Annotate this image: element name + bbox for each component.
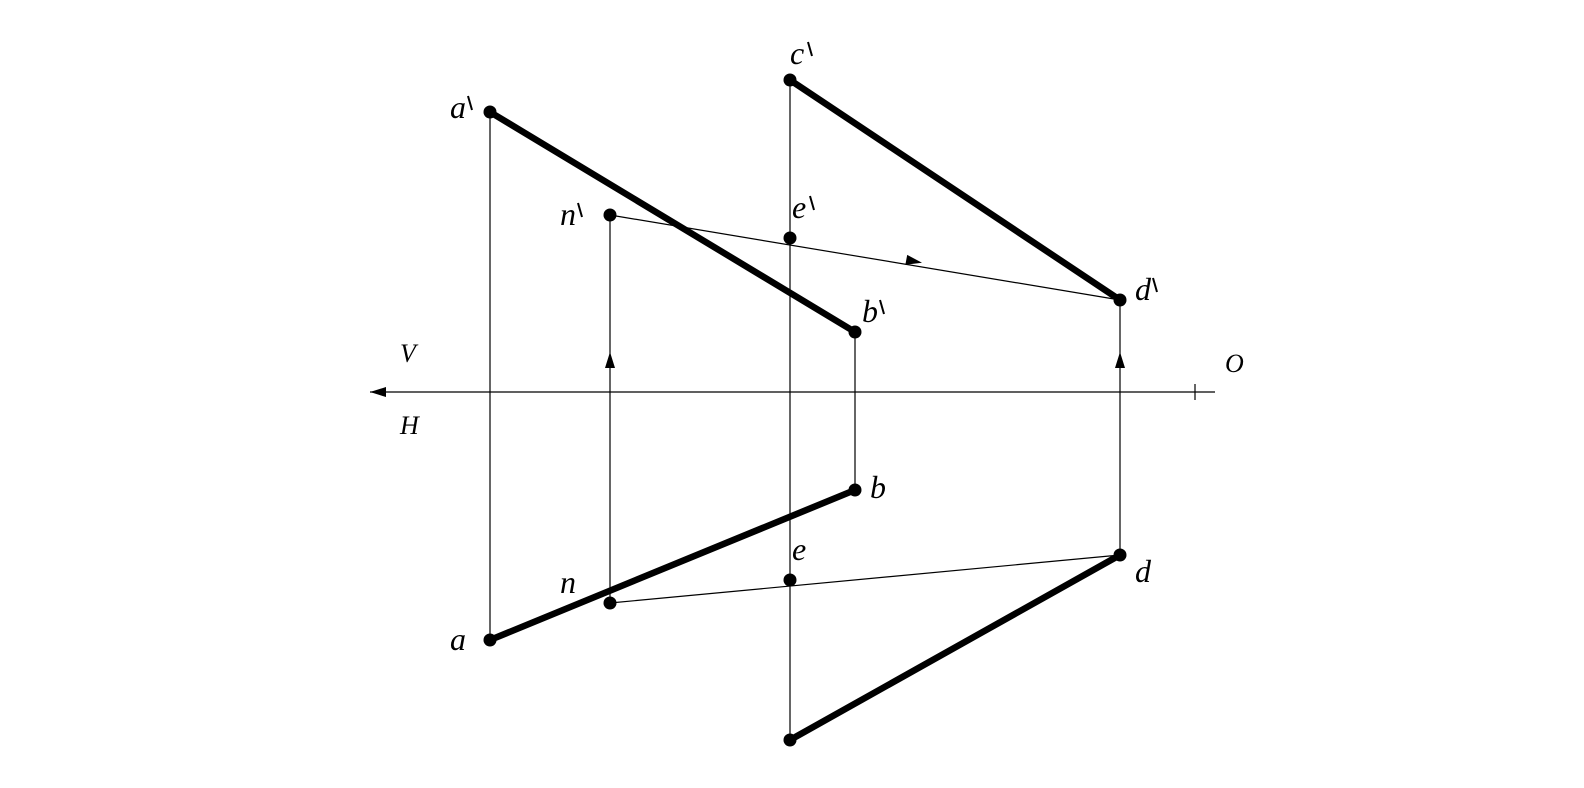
label-a: a (450, 621, 466, 657)
point-b (849, 484, 862, 497)
label-n: n (560, 564, 576, 600)
point-b-prime (849, 326, 862, 339)
label-a-prime: a (450, 89, 466, 125)
point-n-prime (604, 209, 617, 222)
bg (0, 0, 1584, 788)
point-a-prime (484, 106, 497, 119)
label-n-prime: n (560, 196, 576, 232)
point-e (784, 574, 797, 587)
label-b-prime: b (862, 293, 878, 329)
label-b: b (870, 469, 886, 505)
label-e: e (792, 531, 806, 567)
point-e-prime (784, 232, 797, 245)
label-e-prime: e (792, 189, 806, 225)
axis-label-O: O (1225, 349, 1244, 378)
label-c-prime: c (790, 35, 804, 71)
point-d-prime (1114, 294, 1127, 307)
axis-label-H: H (399, 411, 420, 440)
point-a (484, 634, 497, 647)
point-c-prime (784, 74, 797, 87)
label-d-prime: d (1135, 271, 1152, 307)
point-d (1114, 549, 1127, 562)
point-c (784, 734, 797, 747)
label-d: d (1135, 553, 1152, 589)
point-n (604, 597, 617, 610)
projection-diagram: VHOanebcdanebd (0, 0, 1584, 788)
